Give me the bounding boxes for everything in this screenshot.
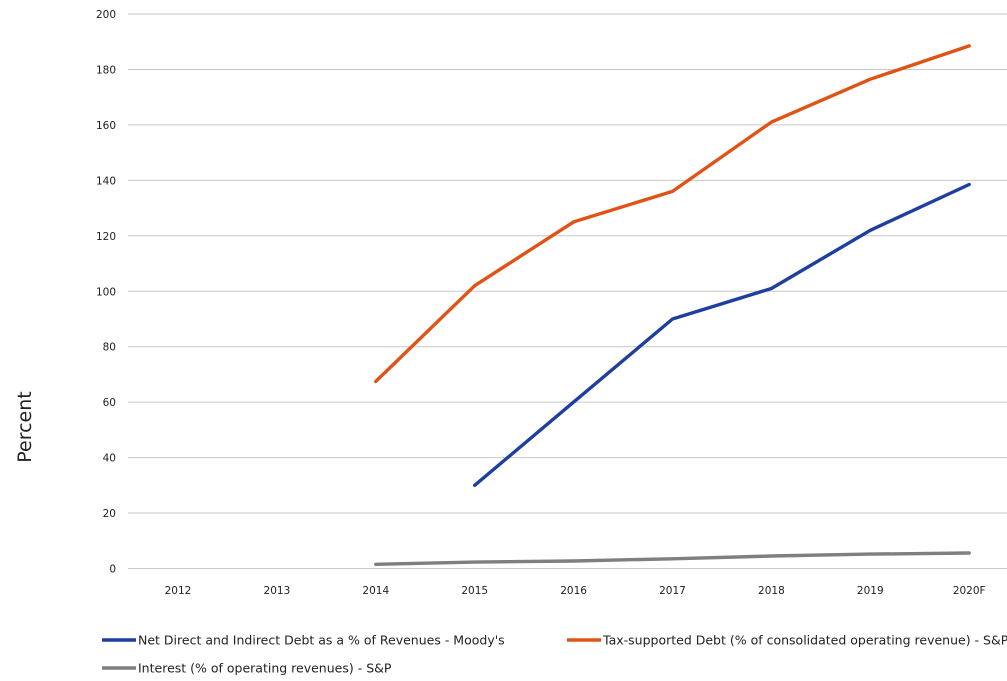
y-tick-label-120: 120 [96, 231, 116, 243]
x-tick-label-2016: 2016 [560, 585, 587, 597]
y-tick-label-80: 80 [103, 342, 116, 354]
y-axis-ticks: 0 20 40 60 80 100 120 140 160 180 200 [96, 9, 116, 576]
y-tick-label-60: 60 [103, 397, 116, 409]
y-tick-label-40: 40 [103, 453, 116, 465]
y-axis-title: Percent [14, 391, 36, 463]
series-line-1 [473, 182, 971, 487]
series-lines [374, 44, 971, 566]
legend-label-1: Net Direct and Indirect Debt as a % of R… [138, 633, 505, 648]
x-axis-ticks: 2012 2013 2014 2015 2016 2017 2018 2019 2020F [165, 585, 986, 597]
legend: Net Direct and Indirect Debt as a % of R… [102, 633, 1007, 676]
x-tick-label-2017: 2017 [659, 585, 686, 597]
y-tick-label-20: 20 [103, 508, 116, 520]
y-tick-label-180: 180 [96, 64, 116, 76]
x-tick-label-2013: 2013 [264, 585, 291, 597]
x-tick-label-2020F: 2020F [953, 585, 986, 597]
x-tick-label-2019: 2019 [857, 585, 884, 597]
y-tick-label-0: 0 [109, 564, 116, 576]
y-tick-label-160: 160 [96, 120, 116, 132]
x-tick-label-2012: 2012 [165, 585, 192, 597]
gridlines [128, 13, 1007, 569]
legend-label-3: Interest (% of operating revenues) - S&P [138, 661, 392, 676]
legend-label-2: Tax-supported Debt (% of consolidated op… [602, 633, 1007, 648]
x-tick-label-2018: 2018 [758, 585, 785, 597]
y-tick-label-140: 140 [96, 175, 116, 187]
x-tick-label-2015: 2015 [461, 585, 488, 597]
y-tick-label-200: 200 [96, 9, 116, 21]
series-line-2 [374, 44, 971, 384]
series-line-3 [374, 551, 971, 566]
y-tick-label-100: 100 [96, 286, 116, 298]
x-tick-label-2014: 2014 [362, 585, 389, 597]
